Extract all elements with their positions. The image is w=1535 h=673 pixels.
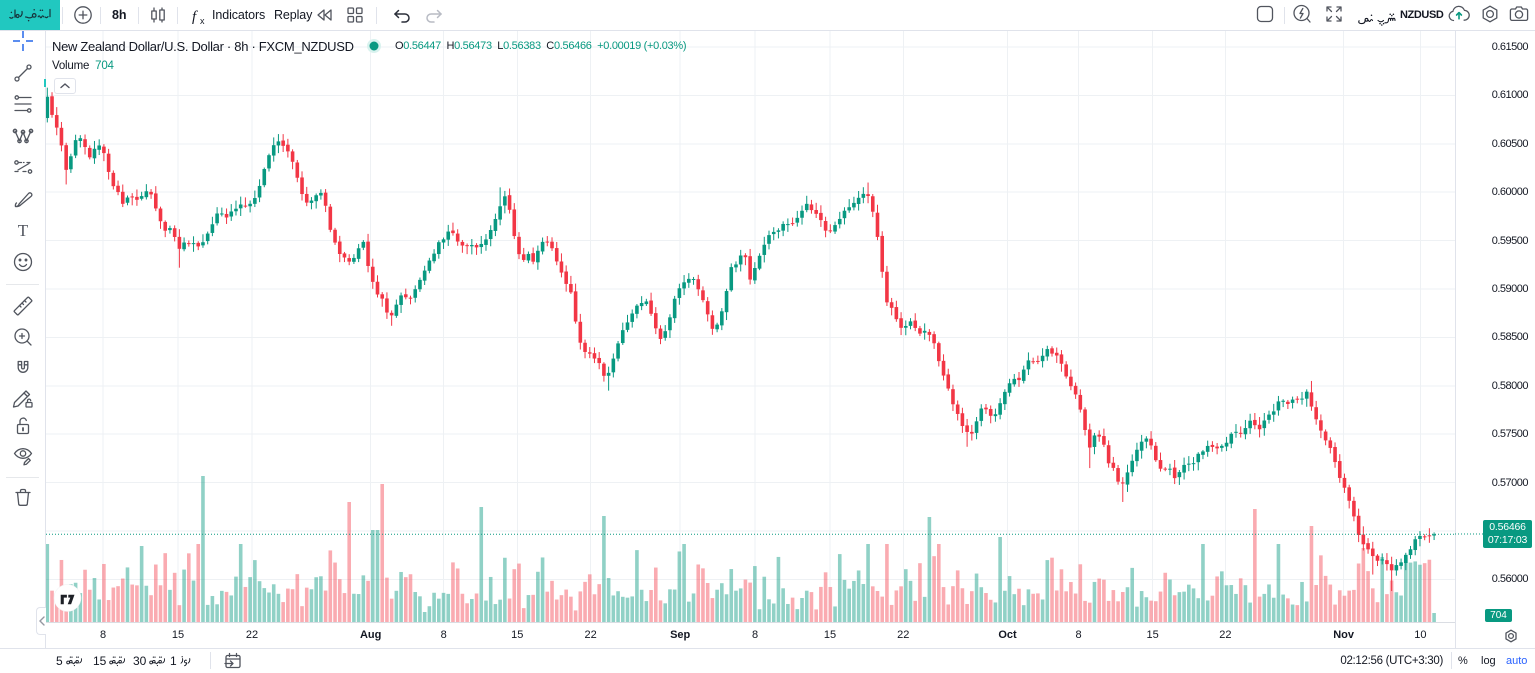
svg-text:x: x [200,16,205,26]
svg-text:T: T [18,221,29,240]
svg-text:f: f [192,9,198,25]
